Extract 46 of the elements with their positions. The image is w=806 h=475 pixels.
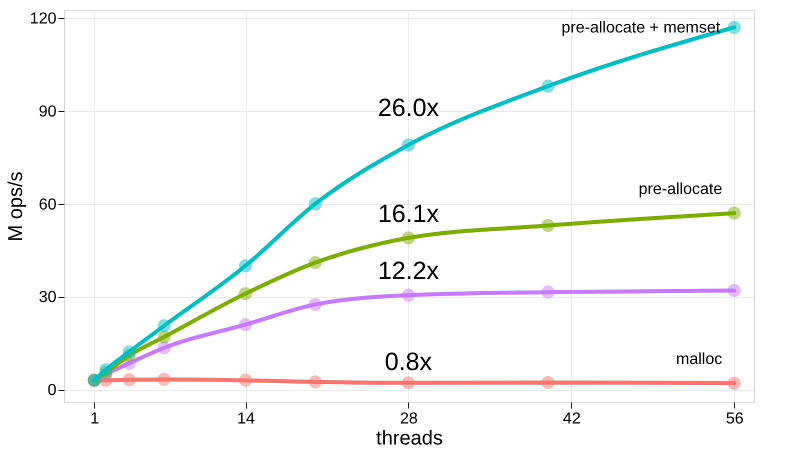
point <box>239 287 252 300</box>
point <box>308 375 322 388</box>
point <box>308 298 322 311</box>
point <box>542 219 555 232</box>
point <box>402 231 415 244</box>
y-axis-title: M ops/s <box>4 171 27 242</box>
series-label: pre-allocate + memset <box>561 19 721 36</box>
annotation: 16.1x <box>378 200 440 228</box>
point <box>402 376 415 390</box>
annotation: 0.8x <box>384 348 433 376</box>
point <box>158 372 171 386</box>
point <box>542 376 555 389</box>
y-tick-label: 0 <box>48 382 57 400</box>
point <box>402 288 415 302</box>
y-tick-label: 120 <box>30 10 57 28</box>
x-tick-label: 56 <box>726 410 744 428</box>
point <box>239 259 252 272</box>
point <box>239 374 252 387</box>
point <box>122 345 136 358</box>
point <box>542 80 555 93</box>
point <box>239 318 252 332</box>
series-label: malloc <box>676 351 722 368</box>
y-tick-label: 60 <box>38 196 57 214</box>
point <box>542 286 555 299</box>
point <box>158 319 171 332</box>
x-axis-title: threads <box>376 428 443 450</box>
annotation: 12.2x <box>378 257 440 286</box>
y-tick-label: 30 <box>38 289 57 306</box>
y-tick-label: 90 <box>38 103 57 120</box>
point <box>728 20 741 34</box>
point <box>158 341 171 354</box>
point <box>122 373 136 386</box>
point <box>728 206 741 220</box>
point <box>99 363 112 376</box>
x-tick-label: 14 <box>237 410 256 428</box>
x-tick-label: 42 <box>562 410 581 428</box>
point <box>728 284 741 298</box>
x-tick-label: 28 <box>400 410 418 428</box>
series-label: pre-allocate <box>638 181 722 198</box>
point <box>158 330 171 344</box>
point <box>728 376 741 390</box>
point <box>402 138 415 152</box>
annotation: 26.0x <box>378 94 440 122</box>
x-tick-label: 1 <box>90 410 100 428</box>
point <box>308 197 322 210</box>
point <box>308 256 322 270</box>
